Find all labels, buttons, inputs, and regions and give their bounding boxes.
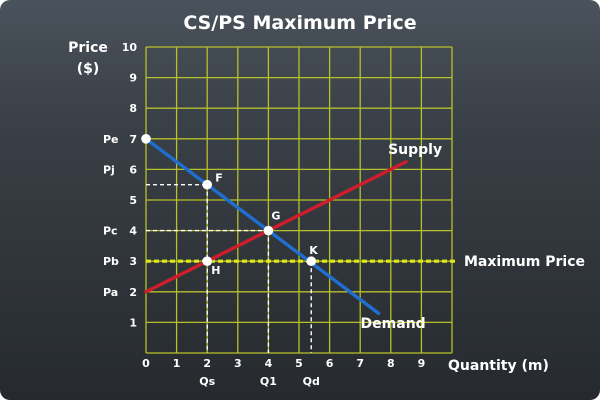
x-tick-label-5: 5 (295, 357, 303, 370)
point-label-G: G (271, 210, 280, 223)
price-label-pe: Pe (103, 133, 119, 146)
x-tick-label-3: 3 (234, 357, 242, 370)
labels-layer: Pe Pj Pc Pb Pa Qs Q1 Qd (103, 133, 320, 388)
x-tick-label-4: 4 (265, 357, 273, 370)
max-price-label: Maximum Price (464, 254, 585, 270)
point-label-K: K (309, 244, 318, 257)
y-tick-label-1: 1 (129, 316, 137, 329)
y-tick-label-9: 9 (129, 72, 137, 85)
max-price-layer: Maximum Price (146, 254, 585, 270)
x-tick-label-1: 1 (173, 357, 181, 370)
quantity-label-q1: Q1 (260, 375, 277, 388)
price-label-pc: Pc (103, 225, 118, 238)
y-axis-label-line2: ($) (77, 61, 100, 77)
point-marker-H (202, 256, 212, 267)
guide-lines (146, 183, 312, 353)
point-label-F: F (215, 172, 223, 185)
ticks-layer: 0 1 2 3 4 5 6 7 8 9 1 2 3 4 5 6 7 8 9 10 (122, 41, 426, 370)
series-line-demand (144, 137, 381, 315)
series-label-demand: Demand (361, 316, 426, 332)
y-tick-label-4: 4 (129, 225, 137, 238)
grid (145, 46, 453, 354)
y-tick-label-10: 10 (122, 41, 138, 54)
price-label-pb: Pb (103, 255, 119, 268)
y-tick-label-2: 2 (129, 286, 137, 299)
point-marker-K (306, 256, 317, 267)
point-marker-F (202, 179, 212, 190)
x-tick-label-0: 0 (142, 357, 150, 370)
x-tick-label-2: 2 (203, 357, 211, 370)
x-tick-label-8: 8 (387, 357, 395, 370)
x-tick-label-7: 7 (356, 357, 364, 370)
x-axis-label: Quantity (m) (448, 358, 549, 374)
point-marker-0 (141, 134, 151, 144)
series-line-supply (144, 160, 408, 294)
x-tick-label-9: 9 (418, 357, 426, 370)
price-label-pj: Pj (103, 163, 115, 176)
point-marker-G (263, 225, 274, 236)
series-label-supply: Supply (388, 142, 442, 158)
points-layer: F G H K (141, 134, 318, 277)
point-label-H: H (211, 264, 220, 277)
y-tick-label-7: 7 (129, 133, 137, 146)
y-tick-label-3: 3 (129, 255, 137, 268)
y-tick-label-8: 8 (129, 102, 137, 115)
chart-title: CS/PS Maximum Price (183, 12, 416, 34)
y-tick-label-6: 6 (129, 163, 137, 176)
y-axis-label-line1: Price (68, 40, 108, 56)
price-label-pa: Pa (103, 286, 118, 299)
x-tick-label-6: 6 (326, 357, 334, 370)
quantity-label-qd: Qd (303, 375, 320, 388)
series-layer: Supply Demand (144, 137, 442, 332)
quantity-label-qs: Qs (199, 375, 215, 388)
y-tick-label-5: 5 (129, 194, 137, 207)
